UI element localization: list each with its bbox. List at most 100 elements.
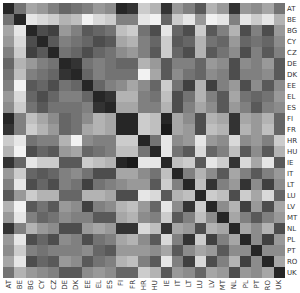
heatmap-cell [37, 36, 49, 47]
heatmap-cell [274, 234, 286, 245]
heatmap-cell [172, 179, 184, 190]
heatmap-cell [240, 69, 252, 80]
heatmap-cell [26, 69, 38, 80]
heatmap-cell [229, 168, 241, 179]
heatmap-cell [116, 47, 128, 58]
heatmap-cell [206, 190, 218, 201]
heatmap-cell [105, 190, 117, 201]
heatmap-cell [138, 91, 150, 102]
heatmap-cell [26, 91, 38, 102]
heatmap-cell [93, 245, 105, 256]
x-tick-label: UK [275, 280, 283, 290]
heatmap-cell [206, 69, 218, 80]
heatmap-cell [150, 14, 162, 25]
heatmap-cell [150, 47, 162, 58]
heatmap-cell [59, 69, 71, 80]
heatmap-cell [161, 14, 173, 25]
heatmap-cell [206, 91, 218, 102]
heatmap-cell [59, 80, 71, 91]
heatmap-cell [93, 25, 105, 36]
heatmap-cell [150, 245, 162, 256]
heatmap-cell [105, 245, 117, 256]
heatmap-cell [105, 58, 117, 69]
heatmap-cell [217, 201, 229, 212]
heatmap-cell [251, 69, 263, 80]
heatmap-cell [48, 245, 60, 256]
heatmap-cell [82, 190, 94, 201]
heatmap-cell [138, 146, 150, 157]
heatmap-chart: ATBEBGCYCZDEDKEEELESFIFRHRHUIEITLTLULVMT… [0, 0, 300, 293]
heatmap-cell [183, 124, 195, 135]
heatmap-cell [14, 91, 26, 102]
heatmap-cell [172, 14, 184, 25]
heatmap-cell [71, 25, 83, 36]
heatmap-cell [82, 3, 94, 14]
heatmap-cell [48, 223, 60, 234]
heatmap-cell [37, 47, 49, 58]
heatmap-cell [161, 91, 173, 102]
heatmap-cell [105, 201, 117, 212]
heatmap-cell [48, 25, 60, 36]
heatmap-cell [183, 91, 195, 102]
heatmap-cell [217, 3, 229, 14]
heatmap-cell [229, 14, 241, 25]
heatmap-cell [37, 168, 49, 179]
heatmap-cell [127, 113, 139, 124]
heatmap-cell [71, 234, 83, 245]
heatmap-cell [48, 234, 60, 245]
heatmap-cell [229, 146, 241, 157]
x-tick-label: DE [61, 280, 69, 290]
heatmap-cell [82, 201, 94, 212]
heatmap-cell [26, 256, 38, 267]
heatmap-cell [172, 80, 184, 91]
heatmap-cell [127, 256, 139, 267]
heatmap-cell [274, 69, 286, 80]
heatmap-cell [251, 3, 263, 14]
heatmap-cell [274, 168, 286, 179]
heatmap-cell [138, 157, 150, 168]
heatmap-cell [195, 36, 207, 47]
heatmap-cell [229, 212, 241, 223]
heatmap-cell [161, 135, 173, 146]
heatmap-cell [37, 135, 49, 146]
heatmap-cell [172, 212, 184, 223]
heatmap-cell [3, 58, 15, 69]
heatmap-cell [195, 47, 207, 58]
x-tick-label: CZ [50, 280, 58, 290]
heatmap-cell [82, 80, 94, 91]
heatmap-cell [14, 80, 26, 91]
heatmap-cell [105, 179, 117, 190]
heatmap-cell [116, 3, 128, 14]
heatmap-cell [240, 201, 252, 212]
heatmap-cell [138, 14, 150, 25]
heatmap-cell [183, 256, 195, 267]
y-tick-label: IT [287, 170, 294, 178]
heatmap-cell [93, 223, 105, 234]
heatmap-cell [217, 245, 229, 256]
heatmap-cell [93, 212, 105, 223]
heatmap-cell [116, 69, 128, 80]
x-tick-label: LT [185, 279, 193, 287]
x-tick-label: CY [38, 279, 46, 289]
heatmap-cell [48, 256, 60, 267]
heatmap-cell [138, 80, 150, 91]
heatmap-cell [240, 124, 252, 135]
heatmap-cell [48, 69, 60, 80]
heatmap-cell [71, 212, 83, 223]
heatmap-cell [161, 190, 173, 201]
heatmap-cell [37, 14, 49, 25]
chart-container: ATBEBGCYCZDEDKEEELESFIFRHRHUIEITLTLULVMT… [0, 0, 300, 293]
heatmap-cell [240, 80, 252, 91]
heatmap-cell [14, 256, 26, 267]
heatmap-cell [262, 113, 274, 124]
heatmap-cell [138, 36, 150, 47]
heatmap-cell [116, 157, 128, 168]
heatmap-cell [3, 80, 15, 91]
heatmap-cell [116, 223, 128, 234]
heatmap-cell [172, 146, 184, 157]
heatmap-cell [229, 80, 241, 91]
x-tick-label: PL [242, 280, 250, 288]
heatmap-cell [183, 3, 195, 14]
heatmap-cell [262, 91, 274, 102]
heatmap-cell [150, 179, 162, 190]
